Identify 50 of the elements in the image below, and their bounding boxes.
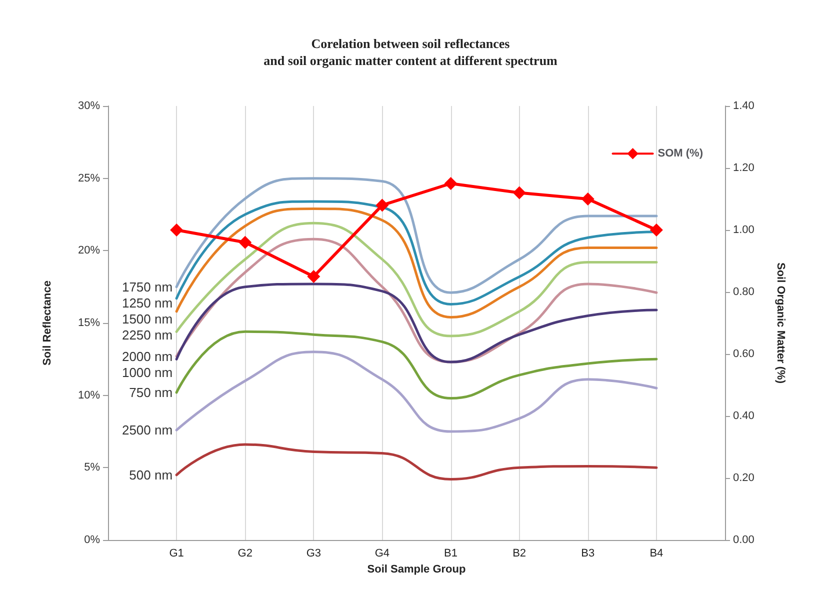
series-label: 2250 nm [122, 327, 173, 342]
point [376, 198, 389, 212]
y2-tick-label: 0.00 [733, 534, 754, 546]
point [307, 270, 320, 283]
line-series [175, 350, 658, 433]
y-tick-label: 0% [84, 534, 100, 546]
line-series [175, 207, 658, 318]
line-series [175, 330, 658, 400]
point [650, 224, 663, 236]
y2-tick-label: 1.40 [733, 100, 754, 112]
y-tick-label: 30% [78, 100, 100, 112]
line-series [175, 222, 658, 338]
x-tick-label: B4 [650, 548, 664, 560]
point [444, 177, 458, 190]
legend-label: SOM (%) [658, 148, 704, 160]
series-label: 750 nm [129, 384, 173, 400]
series-label: 1250 nm [122, 295, 173, 310]
series-label: 2000 nm [122, 348, 173, 364]
x-tick-label: G2 [238, 548, 252, 560]
series-label: 2500 nm [122, 422, 173, 438]
series-label: 1000 nm [122, 364, 173, 380]
y2-tick-label: 0.40 [733, 410, 754, 422]
point [512, 186, 526, 200]
x-tick-label: B2 [512, 548, 526, 560]
y-tick-label: 10% [78, 389, 100, 402]
x-tick-label: G1 [169, 548, 184, 560]
y-tick-label: 20% [78, 244, 100, 257]
x-tick-label: B3 [581, 548, 595, 560]
y2-tick-label: 0.80 [733, 286, 754, 298]
y2-axis-title: Soil Organic Matter (%) [774, 262, 786, 384]
x-tick-label: G4 [374, 548, 390, 560]
x-tick-label: G3 [306, 548, 322, 560]
series-label: 1750 nm [122, 279, 173, 294]
point [238, 236, 252, 249]
series-label: 500 nm [129, 467, 173, 482]
y-tick-label: 25% [78, 172, 100, 184]
y-axis-title: Soil Reflectance [42, 280, 54, 366]
x-axis-title: Soil Sample Group [367, 564, 466, 576]
y2-tick-label: 1.20 [733, 162, 754, 174]
y-tick-label: 15% [78, 317, 100, 329]
series-label: 1500 nm [122, 311, 173, 326]
y2-tick-label: 0.20 [733, 472, 754, 484]
y2-tick-label: 0.60 [733, 348, 754, 360]
y-tick-label: 5% [84, 462, 100, 474]
x-tick-label: B1 [444, 548, 458, 560]
point [170, 224, 184, 236]
line-series [175, 443, 658, 480]
y2-tick-label: 1.00 [733, 224, 754, 236]
point [581, 192, 594, 206]
chart-title: Corelation between soil reflectances and soil organic matter content at different spectrum [264, 36, 558, 68]
